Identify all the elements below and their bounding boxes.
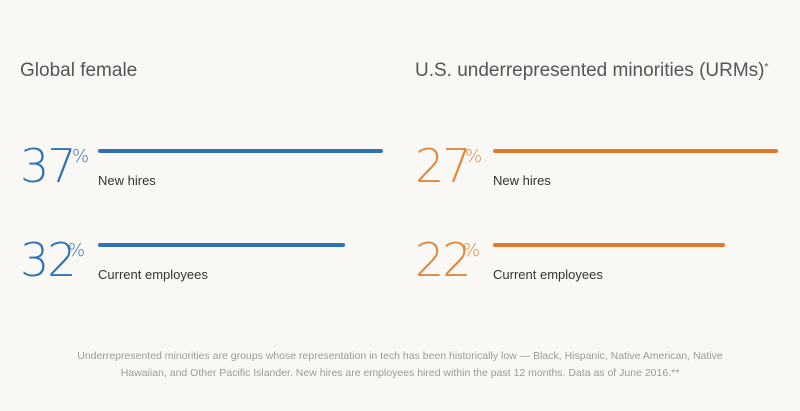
bar-track	[98, 243, 383, 247]
metric-current-employees: 22 % Current employees	[415, 234, 785, 294]
panel-title: U.S. underrepresented minorities (URMs)*	[415, 60, 768, 82]
metric-unit: %	[465, 146, 483, 167]
metric-value: 32	[20, 233, 77, 287]
panel-global-female: Global female 37 % New hires 32 % Curren…	[20, 0, 390, 320]
metric-value: 37	[20, 139, 77, 193]
metric-value: 22	[415, 233, 472, 287]
metric-new-hires: 27 % New hires	[415, 140, 785, 200]
metric-label: New hires	[493, 173, 551, 188]
bar-track	[98, 149, 383, 153]
footnote-line: Hawaiian, and Other Pacific Islander. Ne…	[120, 367, 680, 379]
metric-value: 27	[415, 139, 472, 193]
metric-label: Current employees	[98, 267, 208, 282]
bar-track	[493, 149, 778, 153]
bar-track	[493, 243, 778, 247]
panel-title-text: U.S. underrepresented minorities (URMs)	[415, 60, 765, 81]
panel-title-text: Global female	[20, 60, 138, 81]
bar-new-hires	[493, 149, 778, 153]
metric-label: Current employees	[493, 267, 603, 282]
metric-current-employees: 32 % Current employees	[20, 234, 390, 294]
footnote-line: Underrepresented minorities are groups w…	[77, 350, 723, 362]
metric-label: New hires	[98, 173, 156, 188]
metric-unit: %	[72, 146, 90, 167]
panel-title-footnote-mark: *	[764, 62, 769, 73]
panel-us-urms: U.S. underrepresented minorities (URMs)*…	[415, 0, 785, 320]
bar-new-hires	[98, 149, 383, 153]
panel-title: Global female	[20, 60, 137, 82]
footnote: Underrepresented minorities are groups w…	[40, 348, 760, 382]
metric-unit: %	[68, 240, 86, 261]
metric-new-hires: 37 % New hires	[20, 140, 390, 200]
metric-unit: %	[463, 240, 481, 261]
bar-current-employees	[493, 243, 726, 247]
bar-current-employees	[98, 243, 345, 247]
